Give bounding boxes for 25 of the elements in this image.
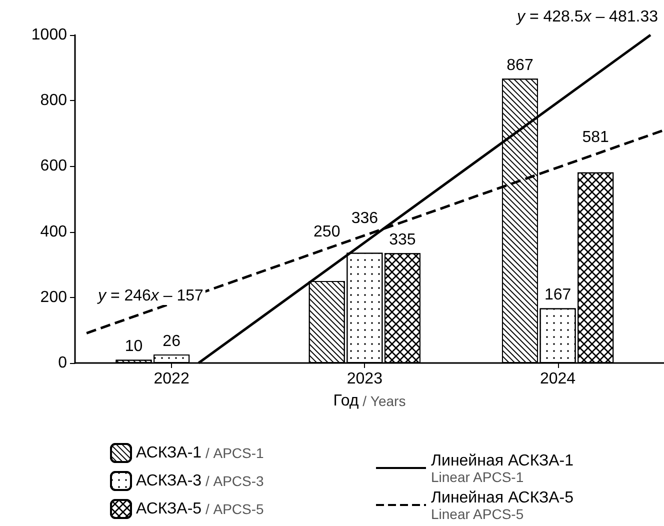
legend-label: Линейная АСКЗА-5 Linear APCS-5 [431, 490, 574, 522]
y-tick-label: 400 [40, 223, 68, 240]
x-tick-label: 2023 [346, 370, 383, 388]
text: y = 428.5x – 481.33 [516, 8, 658, 26]
y-tick-label: 600 [40, 158, 68, 175]
annotation: y = 246x – 157 [97, 288, 204, 304]
x-tick-label: 2024 [540, 370, 576, 388]
legend-label: АСКЗА-3 / APCS-3 [136, 472, 264, 490]
data-label: 867 [506, 57, 534, 74]
y-tick-label: 0 [58, 354, 68, 372]
y-tick-label: 800 [40, 92, 68, 110]
x-tick-label: 2022 [154, 370, 190, 388]
data-label: 26 [162, 332, 181, 350]
data-label: 581 [582, 128, 610, 146]
data-label: 167 [544, 286, 572, 304]
data-label: 10 [124, 338, 143, 356]
legend-label: Линейная АСКЗА-1 Linear APCS-1 [431, 452, 574, 485]
data-label: 335 [389, 232, 416, 249]
data-label: 250 [314, 223, 340, 240]
legend-label: АСКЗА-5 / APCS-5 [136, 500, 264, 518]
x-axis-title: Год / Years [333, 392, 406, 410]
data-label: 336 [351, 210, 378, 228]
y-tick-label: 1000 [31, 26, 68, 44]
legend-label: АСКЗА-1 / APCS-1 [136, 444, 264, 462]
y-tick-label: 200 [40, 288, 68, 306]
